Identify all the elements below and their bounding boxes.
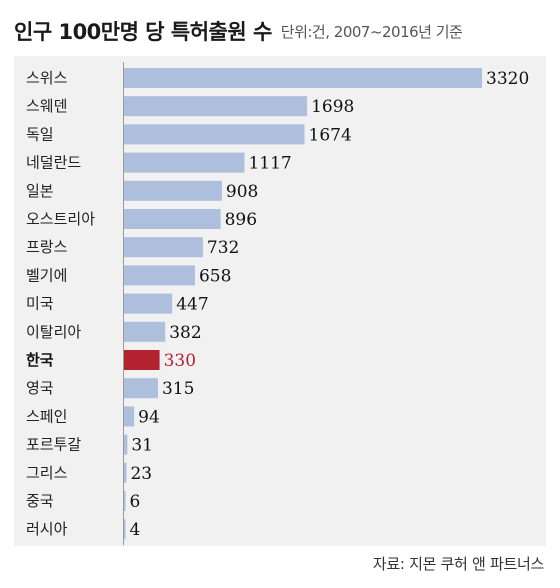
category-label: 일본: [26, 182, 54, 200]
category-label: 스위스: [26, 69, 68, 87]
value-label: 908: [226, 182, 258, 202]
bar: [124, 96, 308, 117]
category-label: 영국: [26, 379, 54, 397]
category-label: 이탈리아: [26, 323, 81, 341]
category-label: 중국: [26, 492, 54, 510]
value-label: 23: [130, 464, 152, 484]
value-label: 330: [164, 351, 196, 371]
value-label: 382: [169, 323, 201, 343]
bar: [124, 519, 126, 540]
bar-chart: 스위스 3320 스웨덴 1698 독일 1674 네덜란드 1117 일본 908 오스트리아 89…: [26, 62, 529, 546]
category-label: 미국: [26, 295, 54, 313]
category-label: 독일: [26, 125, 54, 143]
category-label: 그리스: [26, 464, 68, 482]
category-label: 스페인: [26, 407, 67, 425]
source-note: 자료: 지몬 쿠허 앤 파트너스: [372, 555, 544, 573]
value-label: 896: [225, 210, 257, 230]
category-label: 네덜란드: [26, 154, 81, 172]
value-label: 447: [176, 295, 208, 315]
value-label: 94: [138, 407, 160, 427]
chart-title: 인구 100만명 당 특허출원 수: [14, 20, 272, 44]
category-label: 프랑스: [26, 238, 68, 256]
bar: [124, 265, 195, 286]
value-label: 1674: [309, 125, 352, 145]
bar-highlight: [124, 350, 160, 370]
value-label: 31: [131, 436, 153, 456]
value-label: 1117: [248, 154, 291, 174]
category-label: 한국: [26, 351, 54, 369]
category-label: 포르투갈: [26, 436, 81, 454]
value-label: 6: [130, 492, 141, 512]
value-label: 3320: [486, 69, 529, 89]
bar: [124, 293, 173, 314]
bar: [124, 378, 158, 399]
bar: [124, 434, 128, 455]
bar: [124, 152, 245, 173]
bar: [124, 462, 127, 483]
unit-note: 단위:건, 2007~2016년 기준: [280, 22, 463, 41]
category-label: 벨기에: [26, 266, 67, 284]
bar: [124, 491, 126, 511]
value-label: 315: [162, 379, 194, 399]
chart-header: 인구 100만명 당 특허출원 수 단위:건, 2007~2016년 기준: [14, 6, 546, 56]
category-label: 스웨덴: [26, 97, 67, 115]
bar: [124, 406, 135, 427]
value-label: 658: [199, 266, 231, 286]
bar: [124, 124, 305, 145]
category-label: 오스트리아: [26, 210, 95, 228]
bar: [124, 68, 482, 88]
value-label: 732: [207, 238, 239, 258]
bar: [124, 180, 222, 201]
bar: [124, 321, 166, 342]
bar: [124, 237, 203, 258]
category-label: 러시아: [26, 520, 68, 538]
value-label: 1698: [311, 97, 354, 117]
value-label: 4: [130, 520, 141, 540]
bar: [124, 209, 221, 229]
chart-panel: 스위스 3320 스웨덴 1698 독일 1674 네덜란드 1117 일본 908 오스트리아 89…: [14, 56, 546, 546]
